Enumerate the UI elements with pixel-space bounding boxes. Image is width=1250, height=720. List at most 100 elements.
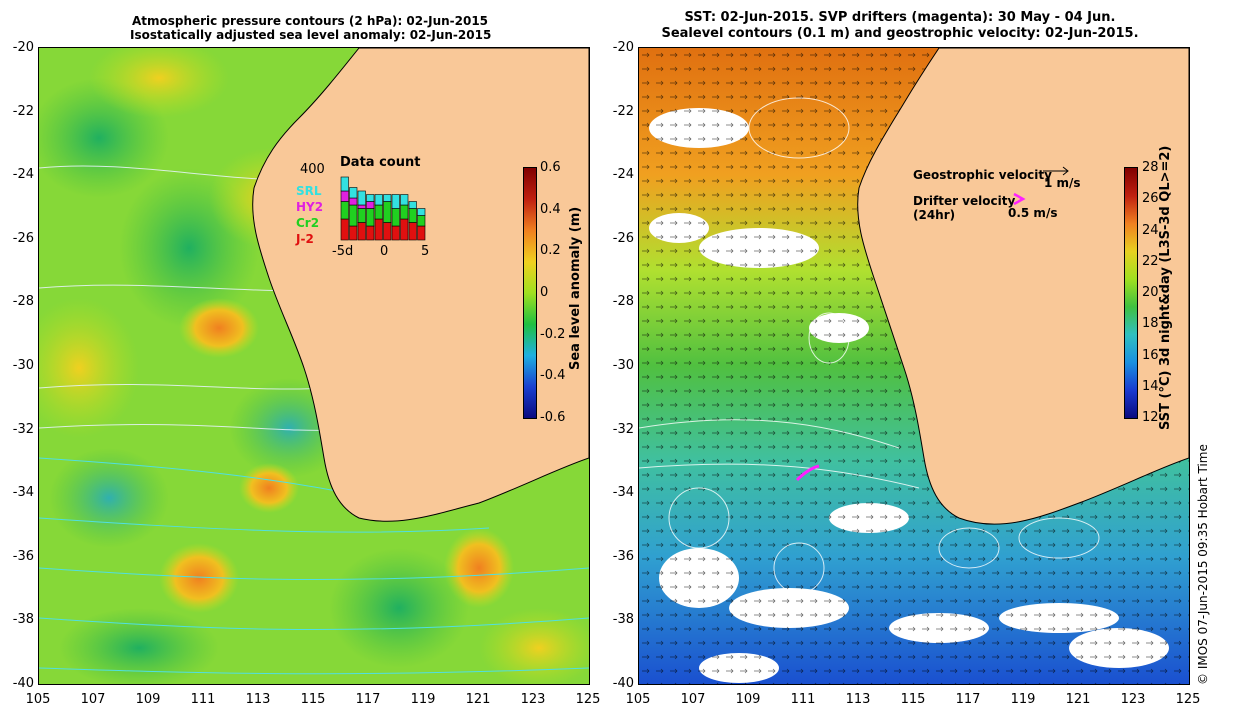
inset-bar-5-srl bbox=[383, 194, 392, 202]
data-count-max: 400 bbox=[300, 162, 325, 177]
right-lon-tick-2: 109 bbox=[735, 692, 761, 707]
inset-bar-9-srl bbox=[417, 208, 426, 216]
sst-tick-1: 26 bbox=[1142, 191, 1159, 207]
inset-bar-3-srl bbox=[366, 194, 375, 202]
inset-bar-2-cr2 bbox=[357, 208, 366, 223]
right-lon-tick-7: 119 bbox=[1010, 692, 1036, 707]
right-lat-tick-5: -30 bbox=[612, 358, 634, 373]
drifter-scale-marker bbox=[1013, 192, 1026, 206]
imos-credit: © IMOS 07-Jun-2015 09:35 Hobart Time bbox=[1196, 444, 1210, 685]
inset-bar-4-cr2 bbox=[374, 204, 383, 220]
right-lat-tick-6: -32 bbox=[612, 421, 634, 437]
right-lon-tick-9: 123 bbox=[1120, 692, 1146, 707]
inset-bar-2-hy2 bbox=[357, 204, 366, 209]
sst-tick-6: 16 bbox=[1142, 347, 1159, 363]
inset-bar-0-cr2 bbox=[340, 201, 349, 220]
drifter-legend-sub: (24hr) bbox=[913, 208, 956, 222]
inset-bar-1-cr2 bbox=[349, 204, 358, 227]
left-title-line2: Isostatically adjusted sea level anomaly… bbox=[130, 28, 492, 42]
sla-tick-5: -0.4 bbox=[540, 368, 566, 384]
inset-bar-4-j2 bbox=[374, 218, 383, 241]
sst-tick-5: 18 bbox=[1142, 316, 1159, 332]
right-lon-tick-6: 117 bbox=[955, 692, 981, 707]
sst-map-svg bbox=[639, 48, 1189, 684]
right-lat-tick-3: -26 bbox=[612, 230, 634, 246]
inset-bar-0-j2 bbox=[340, 218, 349, 241]
right-lon-tick-1: 107 bbox=[680, 692, 706, 707]
geostrophic-scale: 1 m/s bbox=[1044, 176, 1081, 190]
sst-tick-0: 28 bbox=[1142, 160, 1159, 175]
inset-bar-0-srl bbox=[340, 176, 349, 192]
sla-tick-3: 0 bbox=[540, 285, 549, 300]
mission-srl: SRL bbox=[296, 184, 322, 198]
inset-bar-1-j2 bbox=[349, 225, 358, 241]
inset-bar-5-cr2 bbox=[383, 201, 392, 223]
inset-bar-3-cr2 bbox=[366, 208, 375, 227]
sla-colorbar bbox=[523, 167, 537, 419]
inset-bar-2-j2 bbox=[357, 222, 366, 241]
sla-colorbar-title: Sea level anomaly (m) bbox=[568, 206, 583, 370]
left-lat-tick-3: -26 bbox=[12, 230, 34, 246]
right-lat-tick-7: -34 bbox=[612, 485, 634, 501]
left-lon-tick-2: 109 bbox=[135, 692, 161, 707]
sst-tick-4: 20 bbox=[1142, 285, 1159, 300]
inset-xtick-neg5: -5d bbox=[332, 244, 354, 259]
right-lat-tick-1: -22 bbox=[612, 103, 634, 119]
right-lon-tick-10: 125 bbox=[1175, 692, 1201, 707]
right-lat-tick-2: -24 bbox=[612, 167, 634, 183]
right-lon-tick-0: 105 bbox=[625, 692, 651, 707]
left-lat-tick-7: -34 bbox=[12, 485, 34, 501]
inset-bar-1-hy2 bbox=[349, 197, 358, 206]
inset-bar-8-j2 bbox=[408, 222, 417, 241]
inset-bar-6-cr2 bbox=[391, 208, 400, 227]
inset-bar-6-j2 bbox=[391, 225, 400, 241]
right-lat-tick-0: -20 bbox=[612, 40, 634, 55]
left-lat-tick-9: -38 bbox=[12, 612, 34, 628]
inset-bar-9-cr2 bbox=[417, 215, 426, 227]
drifter-track bbox=[795, 464, 820, 482]
sst-tick-2: 24 bbox=[1142, 222, 1159, 238]
inset-bar-1-srl bbox=[349, 187, 358, 199]
inset-xtick-0: 0 bbox=[380, 244, 389, 259]
left-lon-tick-7: 119 bbox=[410, 692, 436, 707]
inset-bar-8-srl bbox=[408, 201, 417, 209]
sla-tick-1: 0.4 bbox=[540, 201, 561, 217]
inset-bar-7-srl bbox=[400, 194, 409, 206]
left-lon-tick-9: 123 bbox=[520, 692, 546, 707]
sla-land bbox=[252, 48, 589, 522]
inset-bar-7-j2 bbox=[400, 218, 409, 241]
data-count-title: Data count bbox=[340, 155, 421, 170]
mission-hy2: HY2 bbox=[296, 200, 324, 214]
left-lon-tick-8: 121 bbox=[465, 692, 491, 707]
inset-bar-2-srl bbox=[357, 190, 366, 206]
sla-map-svg bbox=[39, 48, 589, 684]
sealevel-contours bbox=[639, 97, 1100, 594]
sst-tick-3: 22 bbox=[1142, 253, 1159, 269]
inset-bar-7-cr2 bbox=[400, 204, 409, 220]
right-lon-tick-5: 115 bbox=[900, 692, 926, 707]
right-title: SST: 02-Jun-2015. SVP drifters (magenta)… bbox=[660, 10, 1140, 42]
right-lon-tick-3: 111 bbox=[790, 692, 816, 707]
inset-bar-6-srl bbox=[391, 194, 400, 209]
inset-bar-3-hy2 bbox=[366, 201, 375, 209]
right-lat-tick-10: -40 bbox=[612, 676, 634, 691]
left-lon-tick-6: 117 bbox=[355, 692, 381, 707]
left-lat-tick-2: -24 bbox=[12, 167, 34, 183]
right-lat-tick-8: -36 bbox=[612, 548, 634, 564]
sst-tick-8: 12 bbox=[1142, 410, 1159, 425]
inset-bar-9-j2 bbox=[417, 225, 426, 241]
sla-map[interactable] bbox=[38, 47, 590, 685]
left-lat-tick-6: -32 bbox=[12, 421, 34, 437]
sla-tick-4: -0.2 bbox=[540, 326, 566, 342]
right-lon-tick-8: 121 bbox=[1065, 692, 1091, 707]
drifter-scale: 0.5 m/s bbox=[1008, 206, 1058, 220]
inset-bar-4-srl bbox=[374, 194, 383, 206]
left-lon-tick-10: 125 bbox=[575, 692, 601, 707]
left-lon-tick-4: 113 bbox=[245, 692, 271, 707]
mission-cr2: Cr2 bbox=[296, 216, 320, 230]
sst-map[interactable] bbox=[638, 47, 1190, 685]
right-lon-tick-4: 113 bbox=[845, 692, 871, 707]
left-lat-tick-4: -28 bbox=[12, 294, 34, 310]
sst-colorbar bbox=[1124, 167, 1138, 419]
inset-bar-5-j2 bbox=[383, 222, 392, 241]
